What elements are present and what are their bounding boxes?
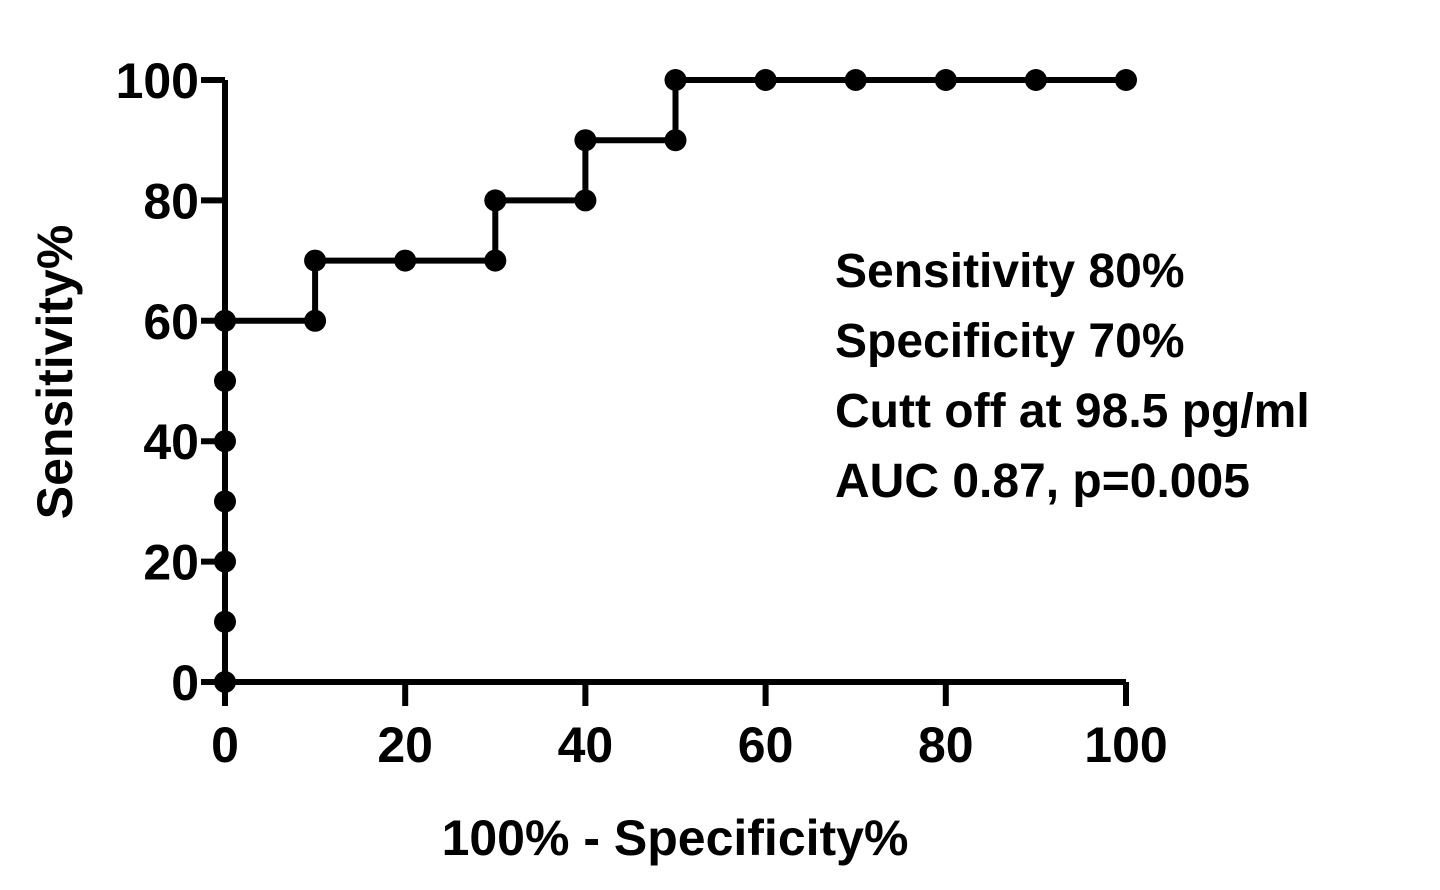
roc-point bbox=[214, 430, 236, 453]
roc-point bbox=[754, 69, 777, 91]
roc-curve-line bbox=[222, 77, 1126, 682]
roc-point bbox=[844, 69, 867, 91]
roc-point bbox=[1115, 69, 1137, 91]
roc-point bbox=[664, 69, 687, 91]
roc-point bbox=[574, 189, 597, 212]
roc-point bbox=[214, 671, 236, 693]
roc-point bbox=[1024, 69, 1047, 91]
roc-point bbox=[214, 490, 236, 513]
annotation-cutoff: Cutt off at 98.5 pg/ml bbox=[835, 385, 1310, 438]
x-tick-label: 80 bbox=[918, 717, 974, 773]
annotation-auc: AUC 0.87, p=0.005 bbox=[835, 455, 1250, 508]
roc-point bbox=[394, 249, 417, 272]
y-tick-label: 100 bbox=[116, 53, 199, 109]
roc-point bbox=[934, 69, 957, 91]
roc-point bbox=[214, 370, 236, 392]
x-tick-label: 100 bbox=[1084, 717, 1167, 773]
roc-point bbox=[484, 189, 507, 212]
y-tick-label: 40 bbox=[143, 414, 199, 470]
roc-point bbox=[214, 309, 236, 332]
roc-point bbox=[214, 610, 236, 633]
annotation-specificity: Specificity 70% bbox=[835, 315, 1185, 368]
annotation-sensitivity: Sensitivity 80% bbox=[835, 245, 1185, 298]
y-tick-label: 60 bbox=[143, 294, 199, 350]
roc-point bbox=[484, 249, 507, 272]
x-tick-label: 40 bbox=[558, 717, 614, 773]
x-tick-label: 0 bbox=[211, 717, 239, 773]
y-tick-label: 80 bbox=[143, 173, 199, 229]
labels-layer: 100% - Specificity% Sensitivity% Sensiti… bbox=[27, 53, 1310, 866]
roc-point bbox=[304, 249, 327, 272]
roc-point bbox=[574, 129, 597, 152]
series-layer bbox=[214, 69, 1137, 693]
y-tick-label: 20 bbox=[143, 535, 199, 591]
roc-point bbox=[304, 309, 327, 332]
roc-point bbox=[664, 129, 687, 152]
y-axis-title: Sensitivity% bbox=[27, 225, 83, 520]
y-tick-label: 0 bbox=[171, 655, 199, 711]
x-tick-label: 60 bbox=[738, 717, 794, 773]
roc-point bbox=[214, 550, 236, 573]
x-tick-label: 20 bbox=[377, 717, 433, 773]
x-axis-title: 100% - Specificity% bbox=[442, 810, 909, 866]
